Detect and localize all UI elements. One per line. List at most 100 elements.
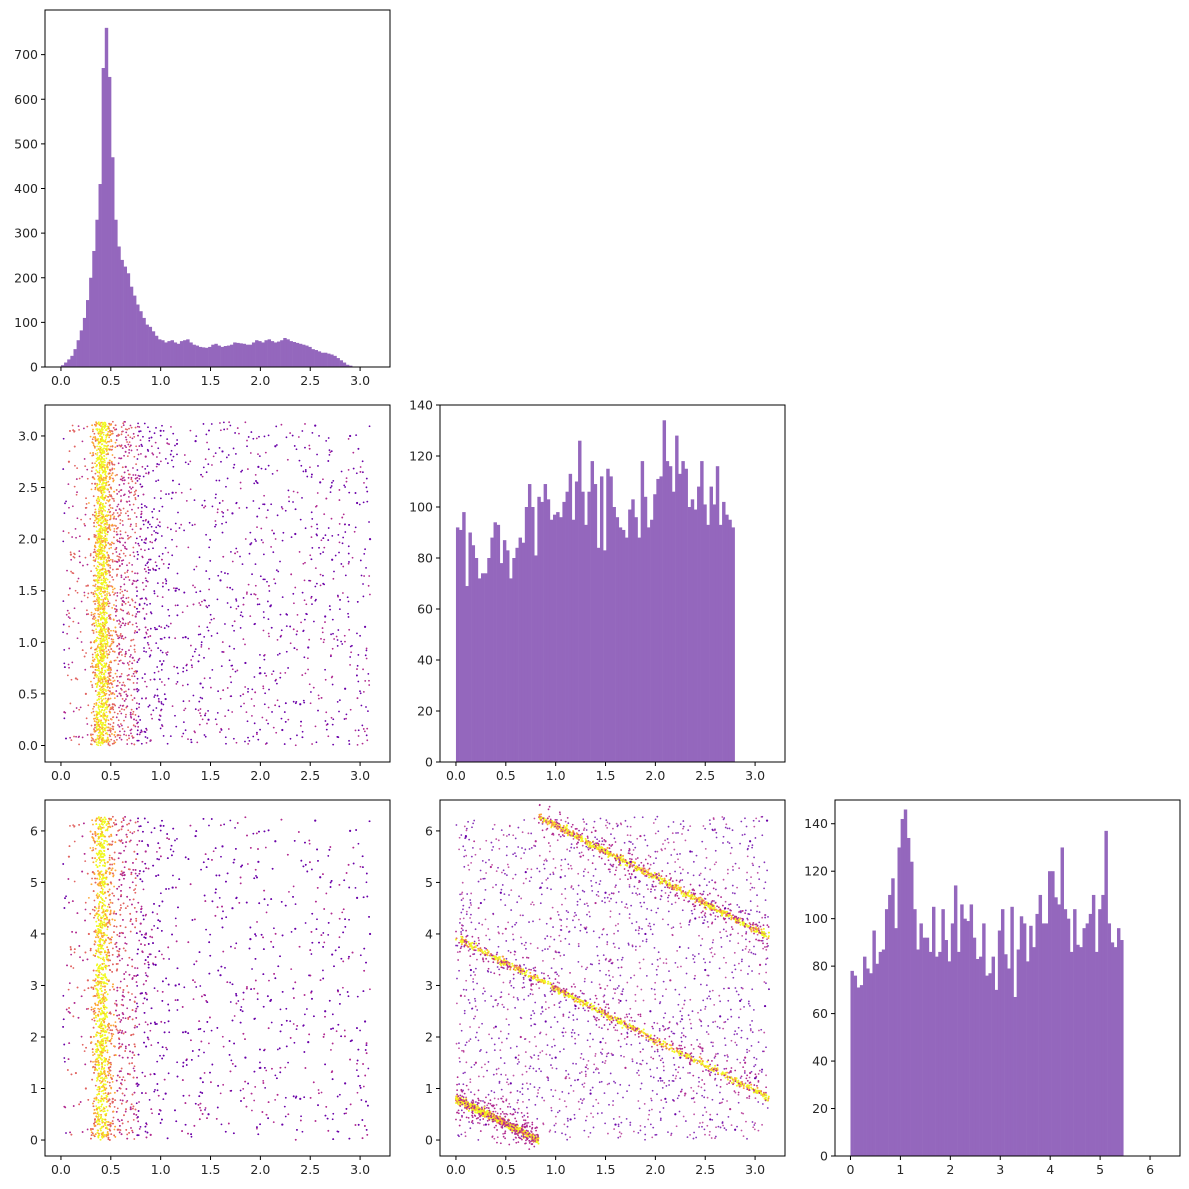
histogram-bar: [107, 76, 112, 367]
y-tick-label: 700: [14, 47, 38, 62]
scatter-point: [281, 1123, 284, 1126]
scatter-point: [105, 739, 108, 742]
histogram-bar: [468, 532, 472, 762]
scatter-point: [194, 440, 197, 443]
scatter-point: [107, 1066, 110, 1070]
scatter-point: [124, 860, 127, 863]
axes-frame: [44, 404, 391, 763]
x-tick-label: 2.0: [645, 1162, 665, 1177]
scatter-point: [97, 1092, 100, 1095]
scatter-point: [739, 999, 742, 1003]
histogram-bar: [186, 339, 190, 367]
scatter-point: [749, 1071, 752, 1075]
histogram-bar: [214, 343, 218, 367]
y-tick-label: 1.0: [18, 635, 38, 650]
y-tick-label: 0.0: [18, 738, 38, 753]
histogram-bar: [718, 524, 723, 762]
histogram-bar: [863, 956, 867, 1156]
scatter-point: [87, 538, 90, 541]
histogram-bar: [1022, 923, 1027, 1156]
scatter-point: [111, 1097, 114, 1100]
histogram-bar: [512, 558, 516, 762]
y-tick-label: 120: [409, 449, 433, 464]
histogram-bar: [1013, 996, 1017, 1156]
histogram-bar: [690, 499, 695, 762]
scatter-point: [714, 881, 717, 884]
scatter-point: [331, 953, 334, 956]
histogram-bar: [922, 937, 927, 1156]
histogram-bar: [731, 527, 735, 762]
scatter-point: [704, 968, 707, 972]
scatter-point: [319, 876, 322, 879]
y-tick-label: 20: [417, 704, 433, 719]
x-tick-label: 3.0: [745, 1162, 765, 1177]
scatter-point: [244, 661, 247, 665]
histogram-bar: [308, 346, 312, 367]
y-tick-label: 40: [417, 653, 433, 668]
histogram-bar: [211, 344, 215, 367]
scatter-point: [98, 629, 101, 633]
y-tick-label: 4: [30, 926, 38, 941]
scatter-point: [131, 1051, 134, 1054]
histogram-bar: [289, 341, 293, 367]
histogram-bar: [139, 311, 143, 367]
scatter-point: [294, 532, 297, 536]
scatter-point: [644, 932, 647, 936]
scatter-point: [103, 496, 106, 499]
scatter-point: [649, 1010, 652, 1013]
y-tick-label: 6: [30, 823, 38, 838]
histogram-bar: [606, 468, 610, 762]
histogram-bar: [164, 342, 168, 367]
scatter-point: [368, 538, 372, 541]
scatter-point: [102, 654, 105, 657]
scatter-point: [107, 672, 110, 675]
axes-frame: [834, 799, 1181, 1157]
scatter-point: [554, 1056, 557, 1059]
histogram-bar: [1051, 871, 1055, 1156]
y-tick-label: 5: [30, 875, 38, 890]
histogram-bar: [653, 494, 657, 762]
x-tick-label: 3.0: [350, 1162, 370, 1177]
histogram-bar: [1091, 894, 1096, 1156]
scatter-point: [102, 688, 105, 691]
histogram-bar: [584, 524, 588, 762]
x-tick-label: 0.0: [51, 1162, 71, 1177]
scatter-point: [87, 932, 90, 936]
histogram-bar: [1076, 944, 1080, 1156]
scatter-point: [199, 682, 202, 685]
scatter-point: [74, 677, 78, 680]
histogram-bar: [201, 347, 206, 367]
scatter-point: [102, 958, 105, 961]
histogram-bar: [953, 885, 958, 1156]
histogram-bar: [490, 537, 494, 762]
scatter-point: [89, 1035, 92, 1039]
scatter-point: [102, 1049, 105, 1052]
histogram-bar: [123, 266, 128, 367]
histogram-bar: [850, 970, 854, 1156]
scatter-point: [95, 1108, 98, 1111]
scatter-point: [589, 1092, 592, 1095]
scatter-point: [101, 966, 104, 970]
histogram-bar: [158, 339, 162, 367]
x-tick-label: 1: [896, 1162, 904, 1177]
scatter-point: [98, 534, 101, 538]
histogram-bar: [590, 461, 595, 762]
scatter-point: [594, 829, 597, 833]
scatter-point: [207, 1113, 210, 1116]
histogram-bar: [151, 331, 156, 367]
scatter-point: [99, 618, 102, 621]
histogram-bar: [565, 491, 569, 762]
histogram-bar: [173, 342, 178, 367]
histogram-bar: [245, 344, 250, 367]
scatter-point: [599, 1041, 602, 1044]
histogram-bar: [906, 837, 911, 1156]
histogram-bar: [111, 157, 115, 367]
histogram-bar: [276, 341, 281, 367]
scatter-point: [102, 563, 105, 567]
histogram-bar: [86, 300, 90, 367]
y-tick-label: 0: [30, 360, 38, 375]
histogram-bar: [587, 491, 591, 762]
scatter-point: [574, 994, 577, 997]
histogram-bar: [884, 909, 889, 1156]
y-tick-label: 100: [804, 911, 828, 926]
